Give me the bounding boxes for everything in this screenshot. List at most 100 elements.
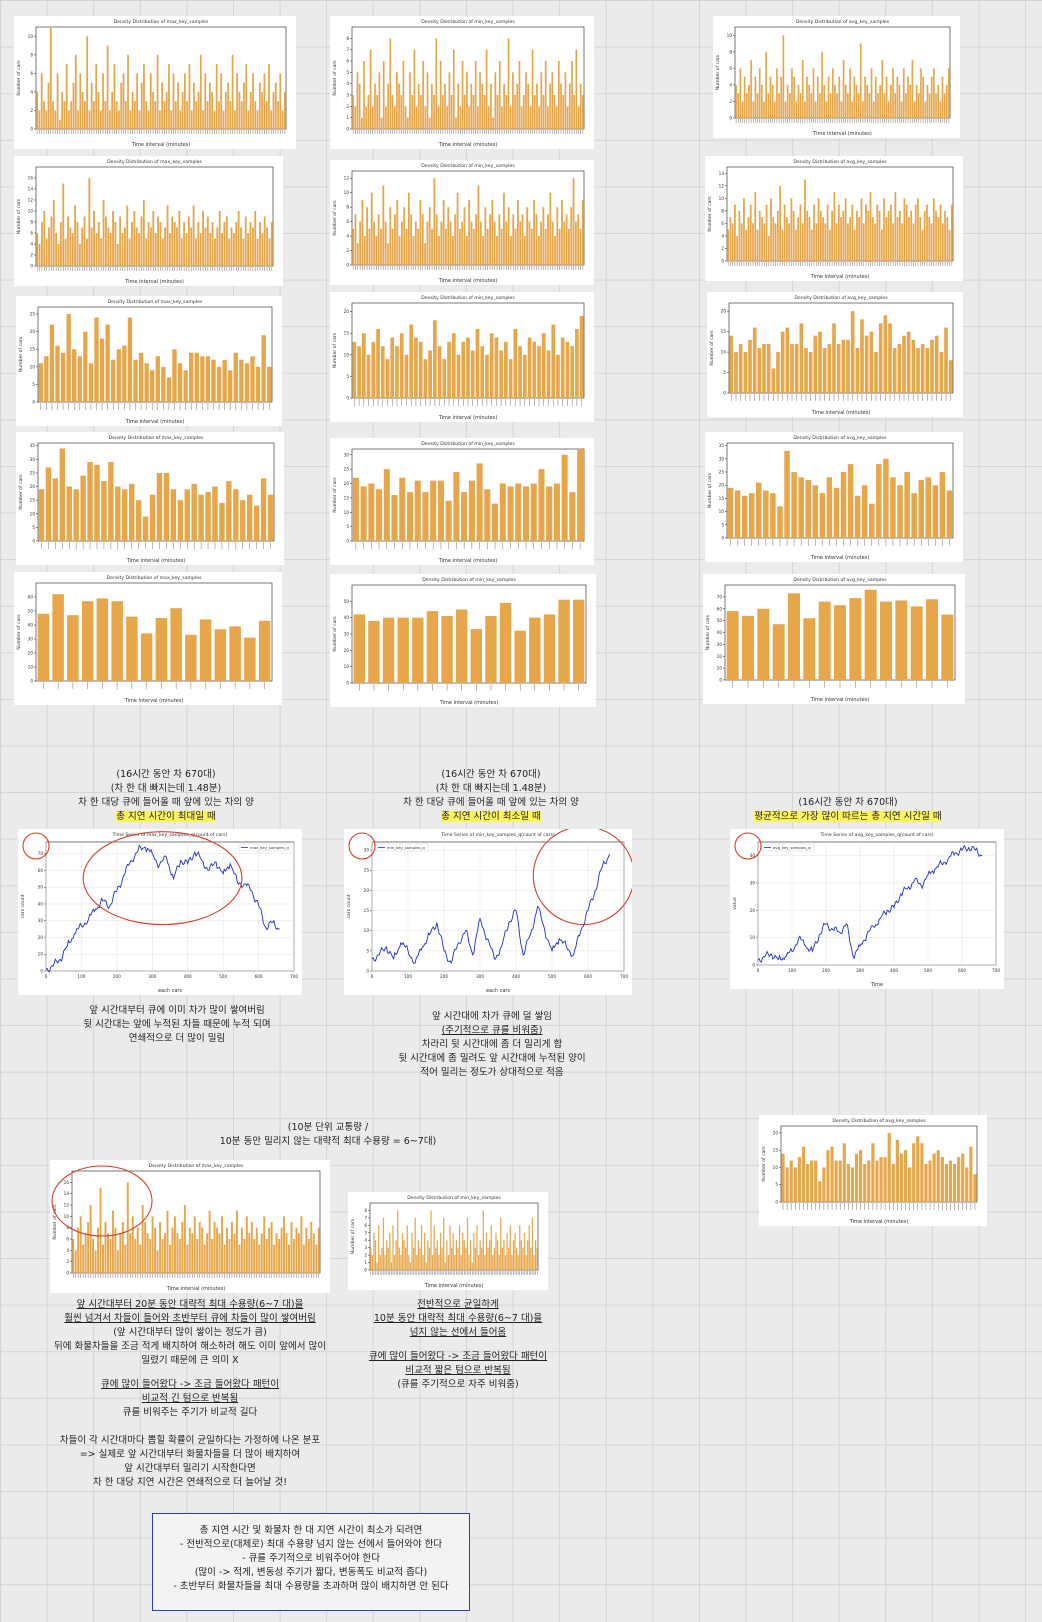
bar: [937, 217, 940, 261]
bar: [805, 479, 811, 538]
bar: [247, 233, 250, 266]
bar: [832, 323, 836, 393]
note-line: 차들이 각 시간대마다 뽑힐 확률이 균일하다는 가정하에 나온 분포: [59, 1435, 321, 1446]
y-tick-label: 0: [719, 678, 722, 683]
bar: [312, 1233, 315, 1273]
plot-frame: [351, 170, 585, 266]
bar: [80, 475, 86, 541]
bar: [969, 1146, 973, 1202]
bar: [563, 221, 566, 265]
bar: [417, 83, 420, 129]
bar: [930, 339, 934, 393]
y-tick-label: 5: [346, 70, 349, 75]
bar: [249, 91, 252, 129]
bar: [155, 356, 160, 402]
bar: [494, 337, 499, 398]
note-line: (16시간 동안 차 670대): [116, 769, 216, 780]
bar: [913, 101, 916, 118]
bar: [60, 352, 66, 402]
bar: [826, 477, 833, 538]
bar: [505, 221, 508, 265]
y-tick-label: 30: [38, 918, 44, 923]
bar: [57, 244, 60, 266]
bar: [76, 222, 79, 266]
bar: [869, 192, 872, 261]
bar: [485, 49, 488, 129]
bar: [824, 223, 827, 261]
bar: [173, 1216, 176, 1273]
y-tick-label: 5: [775, 1182, 778, 1187]
bar: [934, 335, 939, 393]
chart-panel: Density Distribution of min_key_samples 0…: [330, 438, 594, 565]
y-tick-label: 10: [719, 509, 725, 514]
bar: [186, 1244, 189, 1273]
histogram-max-2: Density Distribution of max_key_samples0…: [16, 159, 274, 285]
bar: [376, 489, 383, 541]
y-tick-label: 16: [28, 176, 34, 181]
bar: [549, 192, 552, 265]
bar: [382, 1217, 385, 1270]
bar: [514, 1232, 516, 1270]
bar: [292, 1239, 295, 1273]
bar: [914, 204, 917, 261]
bar: [887, 1132, 891, 1202]
bar: [176, 227, 178, 266]
bar: [379, 1255, 381, 1270]
bar: [810, 229, 813, 261]
bar: [519, 221, 522, 265]
bar: [183, 1205, 186, 1273]
y-axis-label: Number of cars: [18, 474, 24, 510]
bar: [111, 601, 123, 681]
bar: [204, 227, 207, 266]
bar: [226, 1227, 228, 1273]
bar: [181, 91, 184, 129]
x-tick-label: 700: [620, 974, 628, 979]
y-tick-label: 0: [366, 969, 369, 974]
bar: [579, 315, 584, 398]
bar: [365, 106, 368, 129]
bar: [457, 83, 460, 129]
bar: [507, 486, 514, 541]
y-axis-label: Number of cars: [705, 614, 711, 650]
bar: [472, 95, 475, 129]
bar: [120, 82, 123, 129]
bar: [102, 73, 104, 129]
bar: [95, 64, 98, 129]
bar: [890, 84, 892, 118]
bar: [801, 60, 804, 118]
y-tick-label: 2: [66, 1259, 69, 1264]
bar: [81, 91, 84, 129]
bar: [518, 346, 522, 398]
bar: [448, 72, 451, 129]
y-tick-label: 10: [717, 666, 723, 671]
x-tick-label: 500: [219, 974, 227, 979]
bar: [503, 192, 505, 265]
y-axis-label: Number of cars: [715, 54, 721, 90]
x-tick-label: 300: [148, 974, 156, 979]
bar: [307, 1239, 310, 1273]
note-line: 앞 시간대부터 20분 동안 대략적 최대 수용량(6~7 대)을: [76, 1299, 304, 1310]
x-axis-label: Time interval (minutes): [124, 279, 184, 285]
bar: [529, 106, 532, 129]
chart-title: Density Distribution of min_key_samples: [407, 1195, 501, 1201]
timeseries-avg: Time Series of avg_key_samples_q(count o…: [732, 832, 1000, 988]
bar: [553, 483, 560, 541]
bar: [228, 1239, 231, 1273]
bar: [260, 478, 267, 541]
bar: [198, 494, 204, 541]
bar: [456, 192, 459, 265]
y-tick-label: 20: [773, 1130, 779, 1135]
bar: [795, 101, 798, 118]
bar: [263, 1216, 266, 1273]
bar: [147, 110, 150, 129]
bar: [119, 216, 122, 266]
bar: [761, 217, 763, 261]
y-tick-label: 70: [717, 594, 723, 599]
bar: [380, 228, 382, 265]
bar: [235, 222, 238, 266]
bar: [498, 214, 501, 265]
y-tick-label: 10: [38, 952, 44, 957]
bar: [792, 210, 795, 261]
bar: [487, 1247, 489, 1270]
y-tick-label: 4: [729, 82, 732, 87]
